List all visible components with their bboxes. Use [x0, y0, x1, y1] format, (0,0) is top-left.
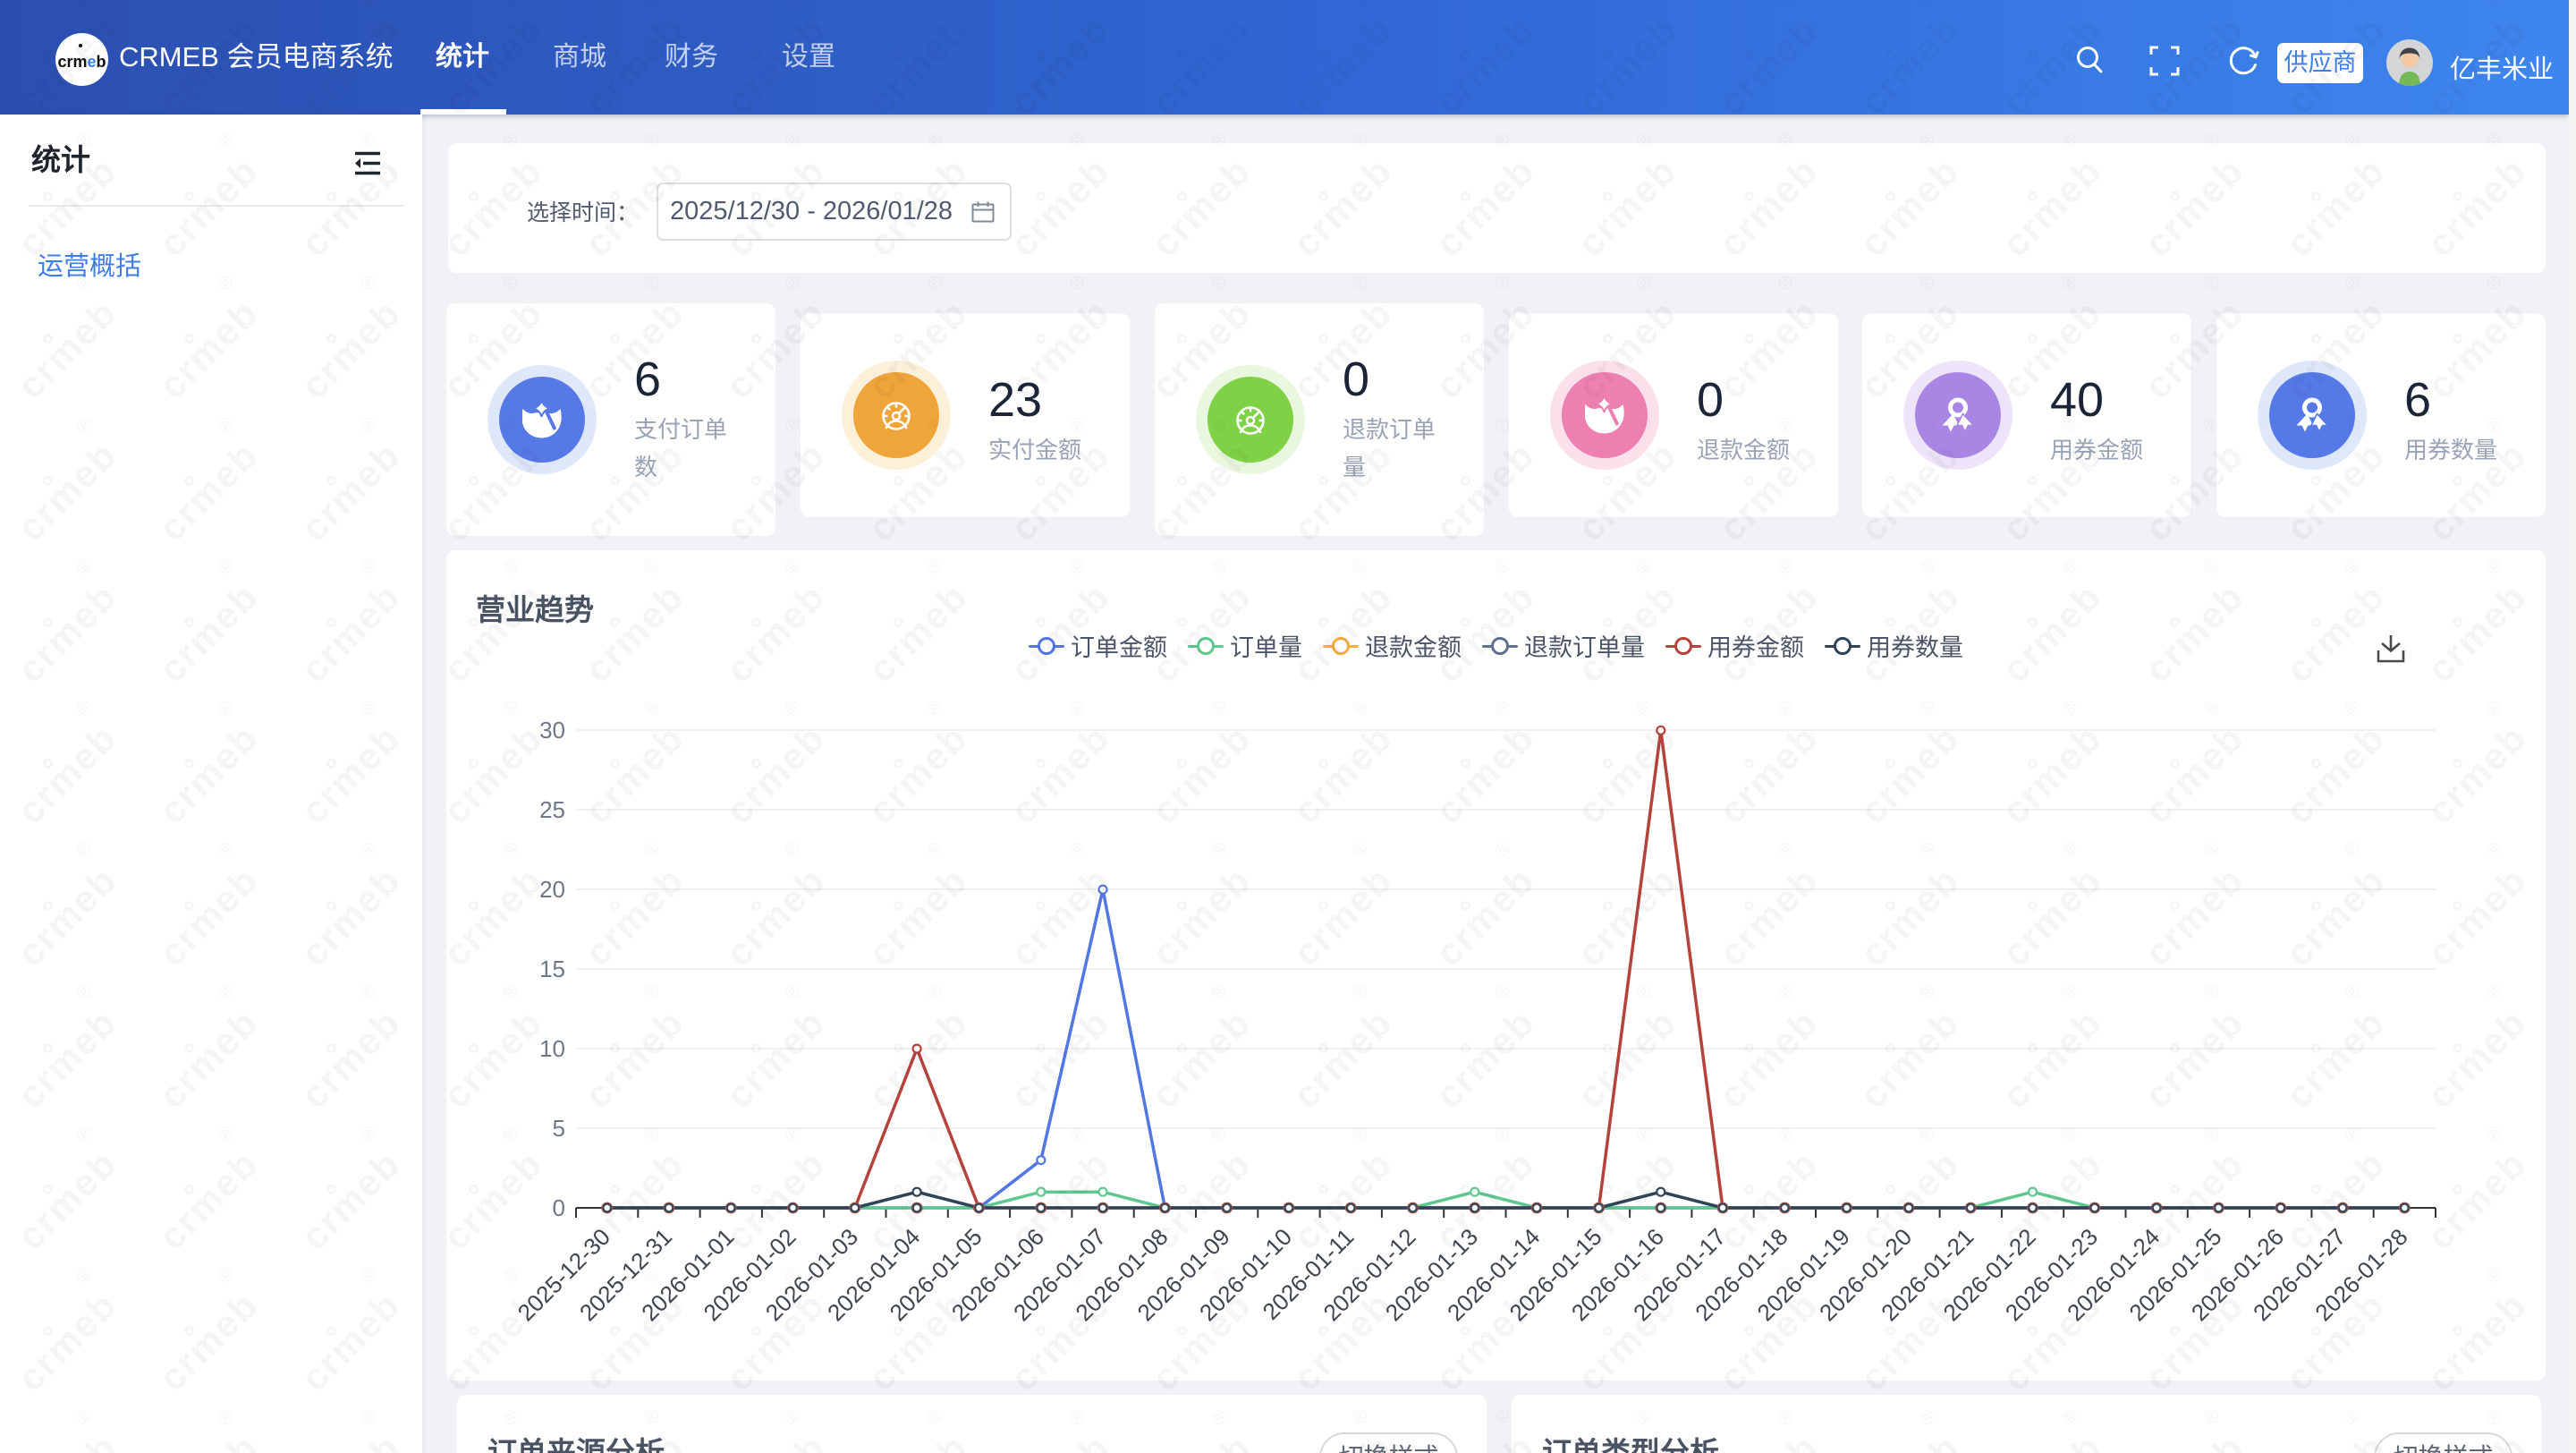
svg-text:20: 20: [539, 876, 565, 903]
svg-text:15: 15: [539, 956, 565, 982]
svg-text:0: 0: [553, 1194, 565, 1221]
svg-text:30: 30: [539, 717, 565, 743]
svg-text:10: 10: [539, 1035, 565, 1062]
svg-text:25: 25: [539, 796, 565, 823]
svg-text:5: 5: [553, 1115, 565, 1142]
